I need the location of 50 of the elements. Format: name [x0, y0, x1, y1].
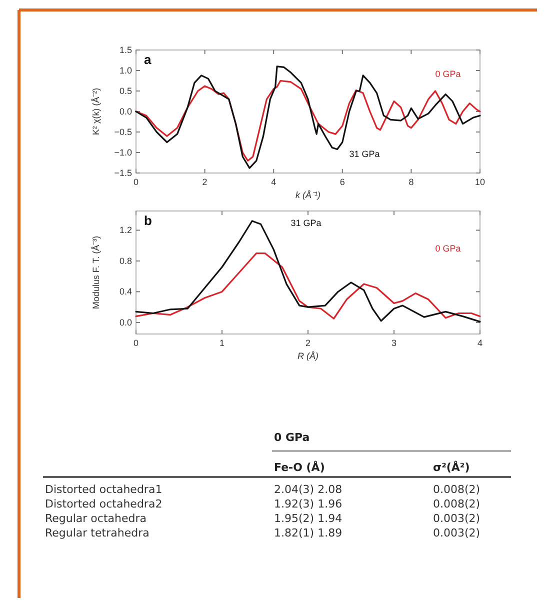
annotation: a [144, 52, 152, 67]
text: 1.92(3) 1.96 [274, 498, 342, 510]
series-label: 31 GPa [349, 149, 380, 160]
y-axis-title: Modulus F. T. (Å⁻³) [91, 236, 101, 310]
text: Distorted octahedra1 [45, 483, 162, 496]
y-tick-label: 0.8 [119, 256, 132, 266]
y-tick-label: 1.0 [119, 66, 132, 76]
x-tick-label: 2 [202, 177, 208, 187]
x-axis-title: k (Å⁻¹) [296, 190, 320, 200]
line-series [135, 80, 481, 162]
x-tick-label: 1 [219, 338, 225, 348]
text: 1.82(1) 1.89 [274, 526, 342, 540]
text: 1.95(2) 1.94 [274, 512, 342, 525]
text: 2.04(3) 2.08 [274, 483, 342, 496]
text: 0.003(2) [433, 526, 480, 540]
y-tick-label: 0.0 [119, 106, 132, 116]
text: 0.003(2) [433, 512, 480, 525]
y-tick-label: 0.0 [119, 317, 132, 328]
text: 0 GPa [274, 431, 310, 444]
x-tick-label: 4 [477, 338, 483, 348]
text: 0.008(2) [433, 498, 480, 510]
y-tick-label: 0.4 [119, 286, 132, 297]
text: 0 GPa [435, 244, 461, 254]
text: Distorted octahedra2 [45, 498, 162, 510]
y-axis-title: K² χ(k) (Å⁻²) [91, 88, 101, 136]
x-tick-label: 0 [133, 177, 139, 187]
text: 31 GPa [290, 218, 322, 228]
x-tick-label: 0 [133, 338, 139, 348]
text: 0.008(2) [433, 483, 480, 496]
x-tick-label: 3 [391, 338, 397, 348]
x-tick-label: 8 [408, 177, 414, 187]
x-tick-label: 2 [305, 338, 311, 348]
y-tick-label: −1.5 [114, 168, 132, 178]
line-series [135, 66, 481, 169]
y-tick-label: −0.5 [114, 127, 132, 137]
y-tick-label: 0.5 [119, 86, 132, 96]
line-series [135, 252, 481, 320]
y-tick-label: −1.0 [114, 148, 132, 158]
text: Regular octahedra [45, 512, 147, 525]
x-tick-label: 4 [271, 177, 276, 187]
series-label: 0 GPa [435, 69, 461, 80]
x-tick-label: 6 [340, 177, 345, 187]
x-axis-title: R (Å) [298, 351, 318, 361]
annotation: b [144, 213, 152, 228]
y-tick-label: 1.2 [119, 225, 132, 236]
text: Regular tetrahedra [45, 526, 150, 540]
y-tick-label: 1.5 [119, 45, 132, 55]
text: Fe-O (Å) [274, 460, 325, 474]
x-tick-label: 10 [474, 177, 486, 187]
text: σ²(Å²) [433, 460, 470, 474]
